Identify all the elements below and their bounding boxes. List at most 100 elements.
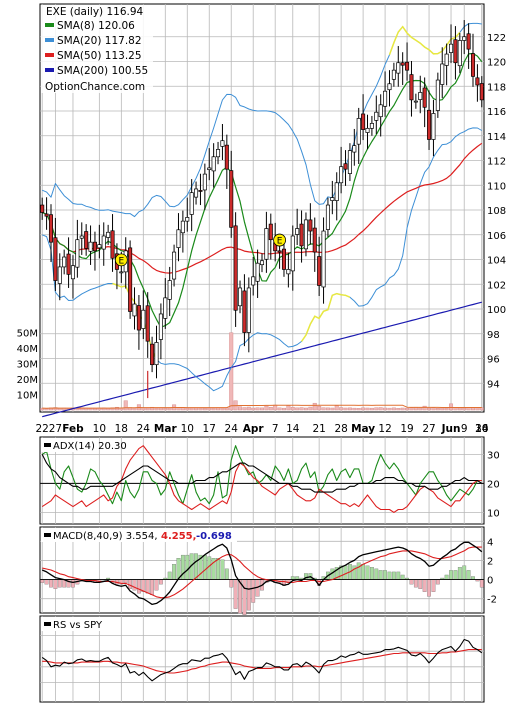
candle-body — [180, 220, 185, 234]
legend-entry: SMA(50) 113.25 — [57, 50, 142, 62]
candle-body — [44, 213, 49, 217]
volume-bar — [339, 407, 344, 411]
volume-bar — [325, 407, 330, 411]
candle-body — [216, 149, 221, 158]
candle-body — [290, 235, 295, 272]
candle-body — [229, 170, 234, 228]
volume-bar — [88, 408, 93, 411]
volume-bar — [277, 407, 282, 411]
macd-histogram-bar — [123, 579, 128, 583]
macd-histogram-bar — [251, 579, 256, 603]
volume-bar — [224, 407, 229, 411]
macd-histogram-bar — [194, 553, 198, 580]
macd-histogram-bar — [383, 570, 387, 580]
adx-panel: 10 20 30 ADX(14) 20.30 — [39, 436, 500, 525]
x-tick-label: 16 — [475, 423, 489, 435]
candle-body — [97, 244, 102, 249]
macd-histogram-bar — [435, 579, 440, 585]
candle-body — [172, 251, 177, 280]
volume-bar — [374, 407, 379, 411]
volume-bar — [211, 407, 216, 411]
candle-body — [101, 235, 106, 250]
x-tick-label: 9 — [461, 423, 468, 435]
candle-body — [418, 92, 423, 100]
legend-entry: SMA(8) 120.06 — [57, 20, 135, 32]
macd-histogram-bar — [427, 579, 431, 597]
candle-body — [303, 219, 308, 250]
volume-bar — [202, 408, 207, 411]
macd-histogram-bar — [145, 579, 150, 594]
panel-title-background — [41, 438, 95, 452]
candle-body — [110, 230, 115, 259]
y-tick-label: 2 — [487, 556, 493, 567]
volume-bar — [383, 407, 388, 411]
candle-body — [369, 123, 374, 129]
volume-bar — [431, 407, 436, 411]
x-tick-label: 10 — [93, 423, 106, 435]
y-tick-label: 112 — [487, 157, 506, 168]
volume-bar — [281, 407, 286, 411]
y-tick-label: 108 — [487, 206, 506, 217]
volume-bar — [299, 407, 304, 411]
candle-body — [405, 61, 410, 71]
macd-histogram-bar — [158, 579, 163, 585]
panel-title: ADX(14) 20.30 — [53, 441, 127, 452]
x-tick-label: 28 — [334, 423, 347, 435]
candle-body — [431, 113, 436, 140]
price-panel: 94 96 98 100 102 104 106 108 110 112 114 116 118 120 1… — [17, 3, 506, 435]
candle-body — [185, 217, 190, 222]
candle-body — [277, 250, 282, 253]
legend-swatch — [45, 68, 54, 72]
volume-bar — [264, 405, 269, 411]
x-tick-label: 27 — [49, 423, 62, 435]
volume-bar — [449, 403, 454, 411]
y-tick-label: 20 — [487, 479, 500, 490]
y-tick-label: 102 — [487, 280, 506, 291]
candle-body — [334, 182, 339, 201]
candle-body — [479, 83, 484, 101]
candle-body — [400, 62, 405, 66]
candle-body — [409, 74, 414, 101]
candle-body — [356, 118, 361, 145]
x-tick-label: 18 — [115, 423, 128, 435]
volume-bar — [427, 407, 432, 411]
volume-bar — [295, 407, 300, 411]
legend-background — [41, 5, 153, 93]
y-tick-label: 0 — [487, 576, 493, 587]
candle-body — [470, 53, 476, 77]
earnings-marker-label: E — [118, 256, 124, 266]
y-tick-label: 122 — [487, 33, 506, 44]
volume-bar — [194, 407, 199, 411]
volume-bar — [198, 407, 203, 411]
price-legend: EXE (daily) 116.94 SMA(8) 120.06 SMA(20) 1… — [41, 5, 153, 93]
candle-body — [374, 111, 379, 121]
volume-average-line — [42, 404, 482, 409]
macd-histogram-bar — [167, 571, 172, 580]
candle-body — [53, 237, 58, 281]
macd-histogram-bar — [246, 579, 251, 611]
macd-histogram-bar — [53, 579, 58, 589]
candle-body — [317, 256, 322, 286]
candle-body — [194, 188, 199, 198]
earnings-marker-label: E — [277, 237, 283, 247]
y-tick-label: 118 — [487, 82, 506, 93]
legend-swatch — [44, 443, 51, 447]
candle-body — [259, 260, 265, 266]
x-tick-label: 14 — [286, 423, 300, 435]
macd-histogram-bar — [242, 579, 247, 615]
volume-bar — [114, 406, 119, 411]
x-tick-label: 24 — [137, 423, 151, 435]
legend-entry: SMA(200) 100.55 — [57, 65, 148, 77]
earnings-marker — [114, 253, 128, 267]
earnings-marker — [273, 233, 286, 247]
macd-histogram-bar — [132, 579, 137, 591]
candle-body — [163, 297, 168, 319]
x-tick-label: 12 — [378, 423, 391, 435]
macd-histogram-bar — [49, 579, 53, 588]
candle-body — [79, 235, 84, 239]
volume-bar — [246, 406, 251, 411]
macd-histogram-bar — [374, 568, 379, 580]
volume-bar — [189, 407, 194, 411]
volume-bar — [185, 407, 190, 411]
